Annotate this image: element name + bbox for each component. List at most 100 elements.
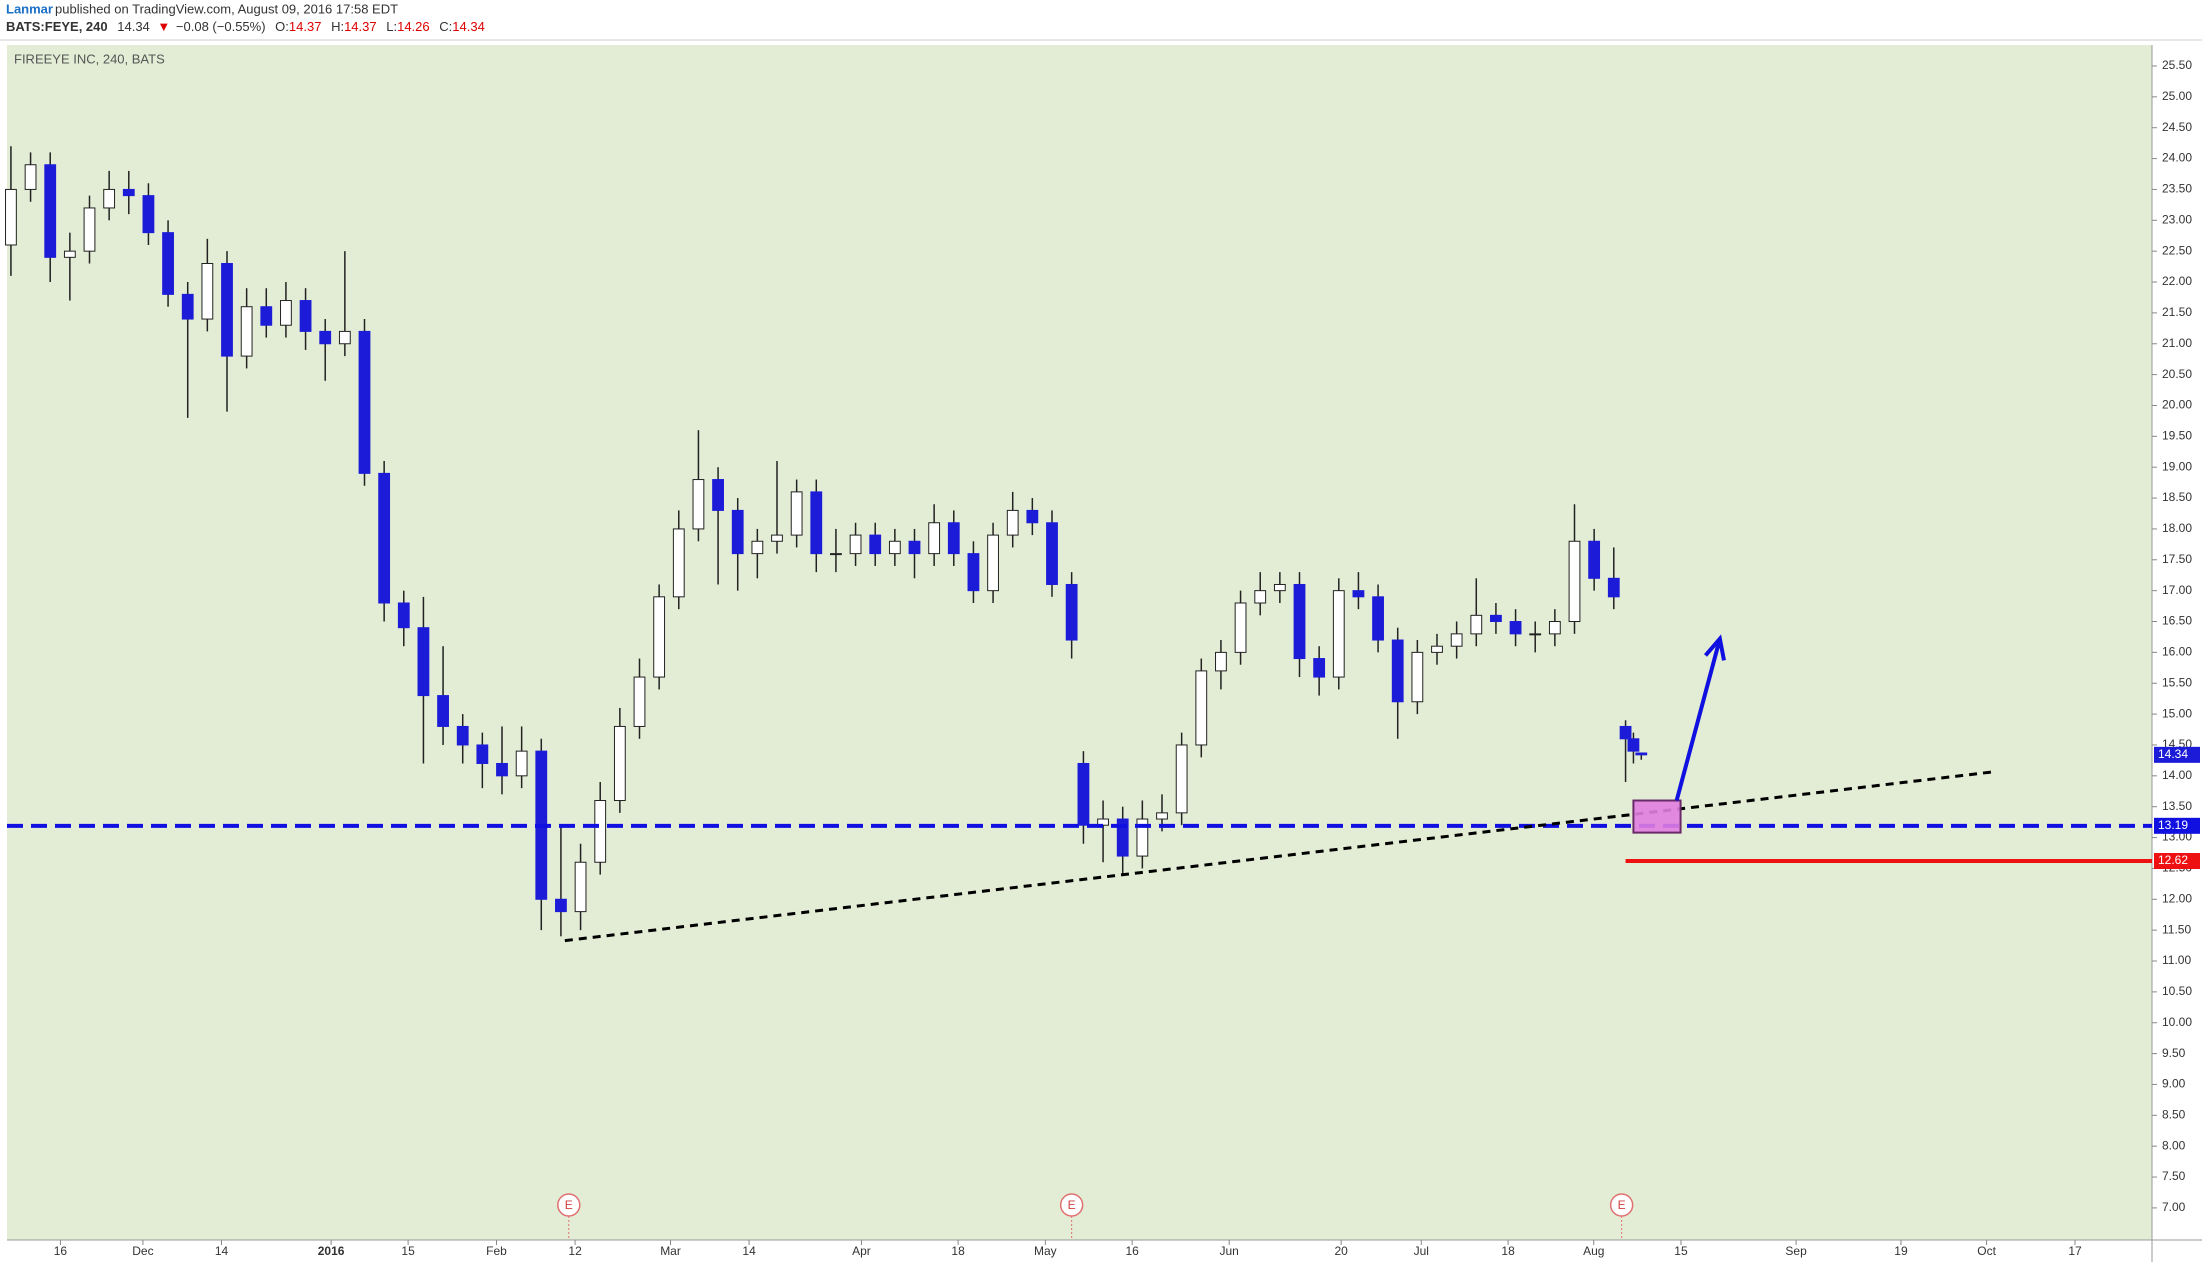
author: Lanmar [6, 1, 53, 16]
o: 14.37 [289, 19, 322, 34]
candle-body [810, 491, 823, 555]
y-tick-label: 14.00 [2162, 768, 2192, 782]
y-tick-label: 23.00 [2162, 212, 2192, 226]
plot-area [7, 45, 2152, 1240]
y-tick-label: 16.50 [2162, 614, 2192, 628]
candle-body [967, 553, 980, 592]
candle-body [1450, 633, 1463, 647]
candle-body [1156, 812, 1168, 820]
candle-body [5, 188, 17, 246]
y-tick-label: 15.00 [2162, 706, 2192, 720]
x-tick-label: 18 [1501, 1244, 1515, 1258]
candle-body [280, 300, 292, 326]
candle-body [221, 263, 233, 357]
candle-body [83, 207, 96, 252]
candle-body [1175, 744, 1188, 814]
c: 14.34 [452, 19, 485, 34]
candle-body [987, 534, 999, 592]
y-tick-label: 19.50 [2162, 429, 2192, 443]
x-tick-label: 12 [568, 1244, 582, 1258]
candle-body [496, 762, 508, 777]
candle-body [1372, 596, 1384, 641]
x-tick-label: 19 [1894, 1244, 1908, 1258]
x-tick-label: Mar [660, 1244, 681, 1258]
y-tick-label: 24.50 [2162, 120, 2192, 134]
candle-body [1136, 818, 1149, 857]
candle-body [44, 164, 57, 258]
y-tick-label: 17.00 [2162, 583, 2192, 597]
y-tick-label: 24.00 [2162, 151, 2192, 165]
candle-body [1470, 614, 1483, 635]
candle-body [1006, 509, 1019, 536]
x-tick-label: May [1034, 1244, 1057, 1258]
candle-body [653, 596, 666, 678]
candle-body [731, 509, 744, 555]
change: −0.08 (−0.55%) [176, 19, 266, 34]
candle-body [1490, 614, 1502, 623]
candle-body [1529, 633, 1542, 636]
price-tag-label: 13.19 [2158, 818, 2188, 832]
candle-body [849, 534, 862, 555]
candle-body [63, 250, 76, 258]
candle-body [1509, 621, 1522, 635]
y-tick-label: 7.50 [2162, 1169, 2186, 1183]
earnings-label: E [565, 1198, 573, 1212]
candle-body [1273, 583, 1286, 592]
candle-body [771, 534, 783, 542]
candle-body [417, 627, 430, 697]
x-tick-label: Sep [1785, 1244, 1807, 1258]
x-tick-label: 20 [1334, 1244, 1348, 1258]
candle-body [1254, 590, 1267, 604]
x-tick-label: 17 [2068, 1244, 2082, 1258]
y-tick-label: 25.00 [2162, 89, 2192, 103]
y-tick-label: 8.50 [2162, 1107, 2186, 1121]
y-tick-label: 23.50 [2162, 182, 2192, 196]
y-tick-label: 10.00 [2162, 1015, 2192, 1029]
candle-body [1195, 670, 1208, 746]
last: 14.34 [117, 19, 150, 34]
candle-body [712, 479, 724, 511]
earnings-marker [1609, 1193, 1634, 1217]
candle-body [1116, 818, 1129, 857]
candle-body [1548, 621, 1561, 635]
zone-box [1632, 799, 1682, 834]
candle-body [338, 330, 351, 345]
candle-body [1097, 818, 1109, 826]
candle-body [103, 188, 116, 209]
y-tick-label: 18.50 [2162, 490, 2192, 504]
x-tick-label: 15 [1674, 1244, 1688, 1258]
candle-body [397, 602, 410, 629]
y-tick-label: 10.50 [2162, 984, 2192, 998]
candle-body [1635, 752, 1648, 756]
x-tick-label: Dec [132, 1244, 153, 1258]
published: published on TradingView.com, August 09,… [55, 1, 398, 16]
candle-body [1077, 762, 1090, 826]
last-price-tag [2154, 746, 2200, 763]
y-tick-label: 22.50 [2162, 243, 2192, 257]
candle-body [456, 725, 469, 746]
price-tag [2154, 853, 2200, 870]
candle-body [594, 800, 607, 863]
candle-body [574, 861, 587, 913]
candle-body [319, 330, 332, 345]
candle-body [476, 744, 489, 764]
y-tick-label: 22.00 [2162, 274, 2192, 288]
x-tick-label: Jul [1414, 1244, 1429, 1258]
candle-body [869, 534, 882, 555]
candle-body [1391, 639, 1404, 703]
candle-body [633, 676, 646, 727]
y-tick-label: 9.50 [2162, 1046, 2186, 1060]
candle-body [24, 164, 37, 190]
y-tick-label: 12.00 [2162, 891, 2192, 905]
candle-body [1607, 577, 1620, 598]
last-price-label: 14.34 [2158, 747, 2188, 761]
candle-body [1332, 590, 1345, 678]
x-tick-label: Aug [1583, 1244, 1604, 1258]
candle-body [1568, 540, 1581, 623]
candle-body [830, 553, 842, 556]
candle-body [1065, 583, 1078, 641]
candle-body [692, 479, 705, 530]
candle-body [437, 695, 449, 727]
arrow: ▼ [157, 19, 170, 34]
candle-body [1627, 738, 1640, 752]
